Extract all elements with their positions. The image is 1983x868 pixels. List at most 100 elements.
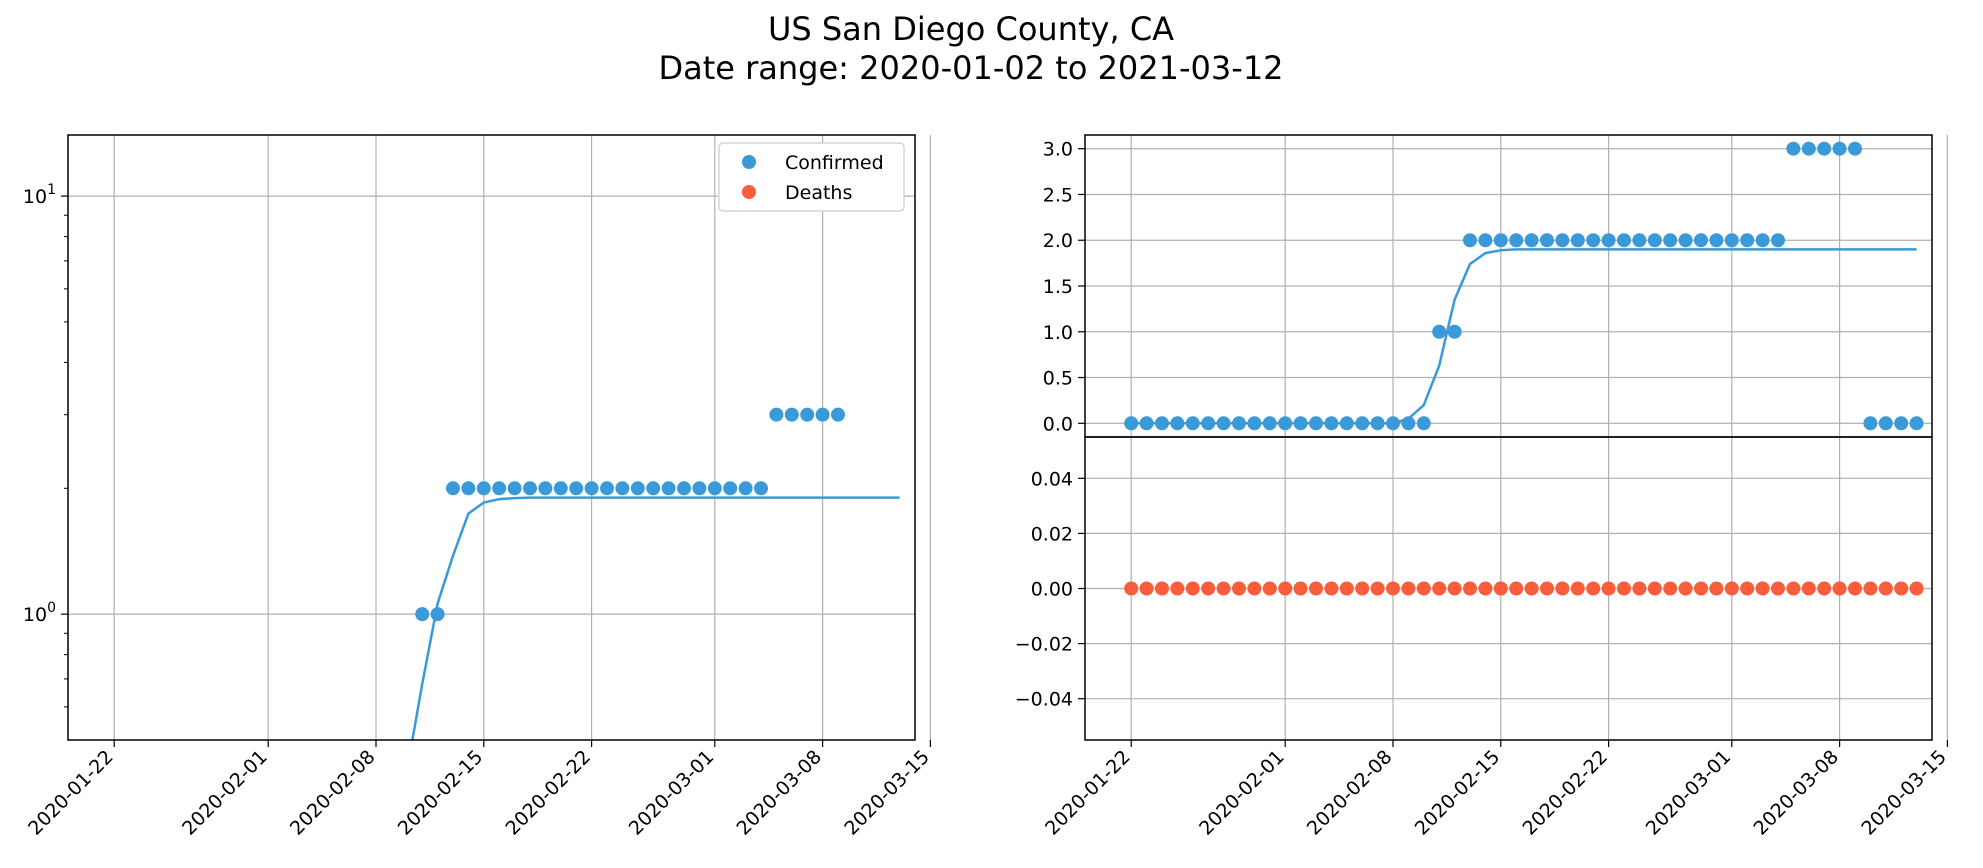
left-confirmed-data-point (615, 481, 630, 496)
rt-confirmed-data-point (1185, 416, 1200, 431)
rb-deaths-data-point (1632, 581, 1647, 596)
rt-confirmed-data-point (1232, 416, 1246, 431)
rb-deaths-data-point (1386, 581, 1400, 596)
legend-marker (742, 185, 756, 199)
rt-confirmed-data-point (1540, 233, 1554, 248)
rt-confirmed-data-point (1262, 416, 1277, 431)
rt-confirmed-data-point (1817, 141, 1832, 156)
rt-confirmed-data-point (1309, 416, 1323, 431)
left-y-tick-label: 101 (23, 182, 56, 208)
rb-y-tick-label: 0.00 (1031, 579, 1073, 601)
rb-deaths-data-point (1339, 581, 1354, 596)
rt-confirmed-data-point (1832, 141, 1847, 156)
rb-deaths-data-point (1755, 581, 1770, 596)
left-confirmed-data-point (507, 481, 522, 496)
rb-deaths-data-point (1894, 581, 1909, 596)
left-confirmed-data-point (538, 481, 553, 496)
rt-y-tick-label: 2.0 (1043, 230, 1073, 252)
left-confirmed-data-point (738, 481, 753, 496)
rt-confirmed-data-point (1201, 416, 1216, 431)
left-confirmed-data-point (831, 407, 845, 422)
rb-deaths-data-point (1124, 581, 1139, 596)
rb-deaths-data-point (1401, 581, 1416, 596)
left-confirmed-data-point (692, 481, 707, 496)
rb-deaths-data-point (1293, 581, 1308, 596)
left-confirmed-fit-line (411, 496, 900, 740)
rt-confirmed-data-point (1216, 416, 1231, 431)
rt-confirmed-data-point (1293, 416, 1308, 431)
rb-deaths-data-point (1863, 581, 1878, 596)
rb-deaths-data-point (1540, 581, 1554, 596)
rt-confirmed-data-point (1878, 416, 1893, 431)
rb-deaths-data-point (1324, 581, 1339, 596)
left-confirmed-data-point (446, 481, 460, 496)
rt-y-tick-label: 2.5 (1043, 184, 1073, 206)
rb-deaths-data-point (1447, 581, 1462, 596)
rb-deaths-data-point (1493, 581, 1508, 596)
left-confirmed-data-point (646, 481, 661, 496)
rt-confirmed-data-point (1370, 416, 1385, 431)
left-confirmed-data-point (584, 481, 599, 496)
rb-deaths-data-point (1232, 581, 1246, 596)
rt-confirmed-data-point (1124, 416, 1139, 431)
rb-deaths-data-point (1771, 581, 1785, 596)
rb-deaths-data-point (1678, 581, 1693, 596)
rt-confirmed-data-point (1894, 416, 1909, 431)
rb-deaths-data-point (1570, 581, 1585, 596)
rt-confirmed-data-point (1586, 233, 1601, 248)
rb-deaths-data-point (1139, 581, 1154, 596)
rb-y-tick-label: −0.04 (1015, 689, 1073, 711)
rb-deaths-data-point (1848, 581, 1862, 596)
rt-confirmed-data-point (1478, 233, 1493, 248)
left-confirmed-data-point (769, 407, 784, 422)
left-confirmed-data-point (784, 407, 799, 422)
rb-deaths-data-point (1262, 581, 1277, 596)
left-confirmed-data-point (476, 481, 491, 496)
rt-confirmed-data-point (1555, 233, 1570, 248)
left-confirmed-data-point (430, 607, 445, 622)
rb-deaths-data-point (1801, 581, 1816, 596)
rt-confirmed-data-point (1740, 233, 1755, 248)
rb-deaths-data-point (1709, 581, 1724, 596)
left-confirmed-data-point (600, 481, 614, 496)
rt-confirmed-data-point (1632, 233, 1647, 248)
rb-deaths-data-point (1247, 581, 1262, 596)
rt-confirmed-data-point (1339, 416, 1354, 431)
rt-confirmed-data-point (1863, 416, 1878, 431)
rb-deaths-data-point (1647, 581, 1662, 596)
rt-confirmed-data-point (1355, 416, 1370, 431)
left-axes-frame (67, 134, 916, 741)
figure-title-line2: Date range: 2020-01-02 to 2021-03-12 (658, 49, 1283, 87)
rb-deaths-data-point (1309, 581, 1323, 596)
rt-confirmed-data-point (1247, 416, 1262, 431)
rt-confirmed-data-point (1278, 416, 1293, 431)
rb-deaths-data-point (1663, 581, 1678, 596)
rt-confirmed-data-point (1139, 416, 1154, 431)
rb-deaths-data-point (1201, 581, 1216, 596)
rb-deaths-data-point (1416, 581, 1431, 596)
rt-confirmed-data-point (1724, 233, 1739, 248)
rt-y-tick-label: 1.5 (1043, 276, 1073, 298)
rt-confirmed-data-point (1848, 141, 1862, 156)
rt-confirmed-data-point (1524, 233, 1539, 248)
rt-plot-area (1124, 141, 1924, 431)
left-confirmed-data-point (523, 481, 537, 496)
rt-confirmed-data-point (1324, 416, 1339, 431)
rt-y-tick-label: 1.0 (1043, 322, 1073, 344)
rb-y-tick-label: 0.04 (1031, 468, 1073, 490)
right-top-chart-panel: 0.0 0.5 1.0 1.5 2.0 2.5 3.0 (1043, 134, 1949, 438)
left-confirmed-data-point (461, 481, 476, 496)
rb-deaths-data-point (1740, 581, 1755, 596)
rt-confirmed-data-point (1509, 233, 1524, 248)
left-confirmed-data-point (492, 481, 507, 496)
left-confirmed-data-point (415, 607, 430, 622)
rt-confirmed-data-point (1401, 416, 1416, 431)
rb-deaths-data-point (1878, 581, 1893, 596)
figure-title-line1: US San Diego County, CA (768, 10, 1174, 48)
rb-deaths-data-point (1832, 581, 1847, 596)
rt-confirmed-data-point (1771, 233, 1785, 248)
rt-confirmed-data-point (1709, 233, 1724, 248)
left-confirmed-data-point (723, 481, 738, 496)
rt-y-tick-label: 0.5 (1043, 368, 1073, 390)
